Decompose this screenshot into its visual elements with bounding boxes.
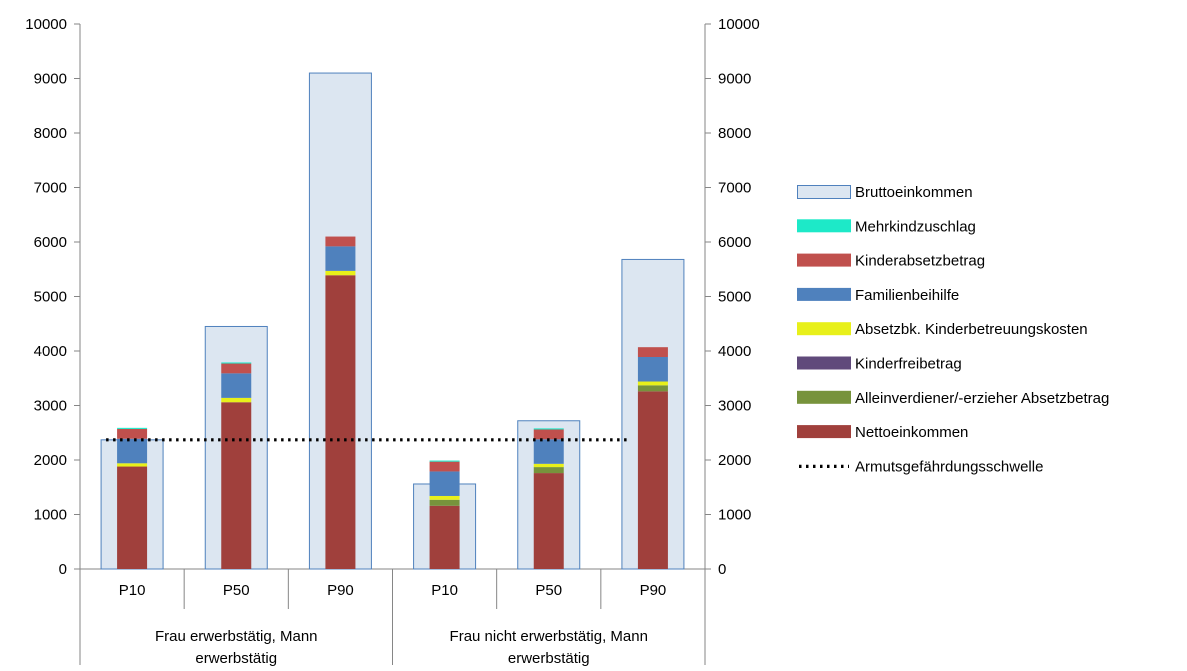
bar-segment-mehrkindzuschlag — [221, 362, 252, 364]
bar-segment-kinderabsetzbetrag — [325, 236, 356, 247]
legend-label: Kinderabsetzbetrag — [855, 253, 985, 270]
bar-segment-kinderabsetzbetrag — [637, 347, 668, 357]
legend-label: Nettoeinkommen — [855, 424, 968, 441]
group-label: erwerbstätig — [508, 650, 590, 667]
bar-segment-familienbeihilfe — [637, 356, 668, 382]
legend-swatch — [797, 356, 851, 370]
y-tick-label-left: 3000 — [34, 398, 67, 415]
category-label: P50 — [535, 582, 562, 599]
bar-segment-absetzbk-kinderbetreuungskosten — [429, 495, 460, 500]
legend-label: Bruttoeinkommen — [855, 184, 973, 201]
bar-segment-mehrkindzuschlag — [117, 427, 148, 429]
legend-label: Familienbeihilfe — [855, 287, 959, 304]
bar-segment-mehrkindzuschlag — [533, 428, 564, 430]
bar-segment-mehrkindzuschlag — [429, 460, 460, 462]
y-tick-label-right: 10000 — [718, 16, 760, 33]
legend-label: Absetzbk. Kinderbetreuungskosten — [855, 321, 1088, 338]
y-tick-label-left: 5000 — [34, 289, 67, 306]
bar-segment-kinderabsetzbetrag — [221, 363, 252, 374]
y-tick-label-right: 4000 — [718, 343, 751, 360]
y-tick-label-left: 8000 — [34, 125, 67, 142]
bar-segment-alleinverdiener-erzieher-absetzbetrag — [533, 467, 564, 474]
bar-segment-familienbeihilfe — [429, 471, 460, 496]
group-label: Frau erwerbstätig, Mann — [155, 628, 318, 645]
legend-swatch-box — [797, 185, 851, 199]
legend-label: Alleinverdiener/-erzieher Absetzbetrag — [855, 390, 1109, 407]
category-label: P50 — [223, 582, 250, 599]
legend-label: Mehrkindzuschlag — [855, 218, 976, 235]
group-label: erwerbstätig — [195, 650, 277, 667]
bar-segment-kinderabsetzbetrag — [429, 461, 460, 472]
y-tick-label-right: 2000 — [718, 452, 751, 469]
y-tick-label-left: 7000 — [34, 180, 67, 197]
y-tick-label-right: 3000 — [718, 398, 751, 415]
y-tick-label-left: 0 — [59, 561, 67, 578]
y-tick-label-right: 7000 — [718, 180, 751, 197]
bar-segment-familienbeihilfe — [221, 373, 252, 398]
bar-segment-absetzbk-kinderbetreuungskosten — [221, 397, 252, 403]
y-tick-label-left: 1000 — [34, 507, 67, 524]
bar-segment-absetzbk-kinderbetreuungskosten — [325, 270, 356, 276]
y-tick-label-right: 1000 — [718, 507, 751, 524]
legend-label: Armutsgefährdungsschwelle — [855, 458, 1043, 475]
bar-segment-kinderabsetzbetrag — [533, 429, 564, 440]
y-tick-label-right: 8000 — [718, 125, 751, 142]
legend-label: Kinderfreibetrag — [855, 356, 962, 373]
axes: 0 0 1000 1000 2000 2000 3000 3000 4000 4000 5000 50… — [25, 16, 760, 665]
legend-swatch — [797, 390, 851, 404]
y-tick-label-left: 4000 — [34, 343, 67, 360]
bar-segment-nettoeinkommen — [637, 391, 668, 569]
bar-segment-familienbeihilfe — [533, 439, 564, 464]
y-tick-label-right: 0 — [718, 561, 726, 578]
y-tick-label-left: 6000 — [34, 234, 67, 251]
bar-segment-kinderabsetzbetrag — [117, 428, 148, 439]
bar-segment-absetzbk-kinderbetreuungskosten — [637, 381, 668, 386]
y-tick-label-right: 9000 — [718, 71, 751, 88]
category-label: P90 — [640, 582, 667, 599]
legend-swatch — [797, 322, 851, 336]
legend-swatch — [797, 425, 851, 439]
y-tick-label-right: 5000 — [718, 289, 751, 306]
bar-segment-absetzbk-kinderbetreuungskosten — [117, 463, 148, 467]
x-axis-labels: P10 P50 P90 P10 P50 P90 Frau erwerbstätig, Man… — [119, 582, 667, 667]
legend: Bruttoeinkommen Mehrkindzuschlag Kinderabs… — [797, 184, 1109, 475]
bar-segment-nettoeinkommen — [325, 275, 356, 569]
y-tick-label-left: 9000 — [34, 71, 67, 88]
bars — [100, 72, 685, 570]
y-tick-label-right: 6000 — [718, 234, 751, 251]
category-label: P90 — [327, 582, 354, 599]
legend-swatch — [797, 253, 851, 267]
category-label: P10 — [431, 582, 458, 599]
group-label: Frau nicht erwerbstätig, Mann — [450, 628, 648, 645]
legend-swatch — [797, 219, 851, 233]
y-tick-label-left: 10000 — [25, 16, 67, 33]
bar-segment-alleinverdiener-erzieher-absetzbetrag — [637, 385, 668, 392]
bar-segment-nettoeinkommen — [429, 505, 460, 569]
category-label: P10 — [119, 582, 146, 599]
bar-segment-absetzbk-kinderbetreuungskosten — [533, 463, 564, 468]
bar-segment-familienbeihilfe — [325, 246, 356, 271]
legend-swatch — [797, 287, 851, 301]
bar-segment-nettoeinkommen — [533, 473, 564, 569]
bar-segment-nettoeinkommen — [221, 402, 252, 569]
bar-segment-familienbeihilfe — [117, 438, 148, 464]
y-tick-label-left: 2000 — [34, 452, 67, 469]
bar-segment-alleinverdiener-erzieher-absetzbetrag — [429, 499, 460, 506]
bar-segment-nettoeinkommen — [117, 466, 148, 569]
